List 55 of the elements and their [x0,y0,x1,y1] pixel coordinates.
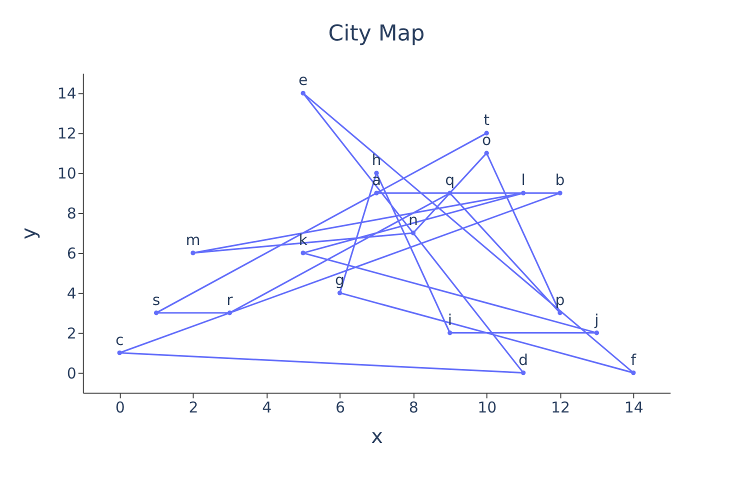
annotation: l [521,171,526,190]
x-tick-label: 12 [550,398,570,416]
x-tick-label: 2 [188,398,198,416]
point [374,190,379,196]
x-tick-label: 4 [262,398,272,416]
y-tick-label: 0 [66,364,76,382]
annotation: b [555,171,565,190]
annotation: m [186,230,200,249]
x-tick-label: 8 [408,398,418,416]
y-axis-title: y [16,227,40,240]
y-tick-label: 6 [66,244,76,262]
point [594,330,600,336]
x-tick-label: 0 [115,398,125,416]
point [337,290,342,296]
annotation: e [298,71,308,90]
point [300,90,306,96]
annotation: h [372,151,382,170]
point [227,310,232,316]
point [484,150,489,156]
point [520,190,526,196]
annotation: g [335,270,345,289]
point [448,330,452,336]
annotation: r [226,290,234,309]
y-tick-label: 8 [66,204,76,223]
point [558,190,562,196]
annotation: d [518,350,528,369]
x-tick-label: 6 [336,398,346,416]
point [448,190,452,196]
annotation: s [152,290,160,309]
y-tick-label: 4 [66,284,76,302]
y-tick-label: 12 [57,124,76,143]
annotation: c [115,330,124,349]
point [410,230,416,236]
y-tick-label: 14 [57,84,76,103]
annotation: q [445,171,455,190]
point [558,310,562,316]
annotation: o [482,131,492,150]
point [154,310,159,316]
annotation: f [630,350,637,369]
y-tick-label: 10 [57,164,76,183]
point [520,370,526,376]
point [300,250,306,256]
point [117,350,122,356]
annotation: p [555,290,565,309]
point [484,130,489,136]
x-axis-title: x [371,424,384,448]
annotation: i [448,310,452,329]
point [190,250,196,256]
chart-title: City Map [328,21,425,46]
annotation: t [484,111,490,130]
annotation: j [594,310,599,329]
x-tick-label: 14 [624,398,644,416]
x-tick-label: 10 [478,398,497,416]
y-tick-label: 2 [66,324,76,342]
point [631,370,636,376]
